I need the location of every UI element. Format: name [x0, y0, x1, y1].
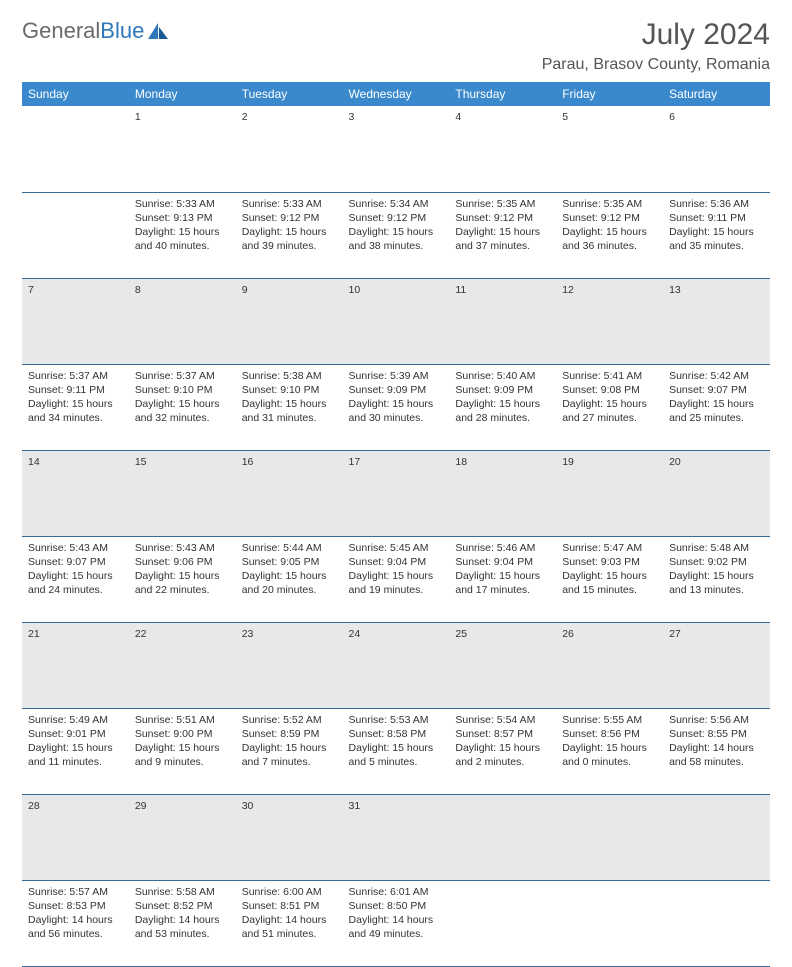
month-title: July 2024 [542, 18, 770, 52]
day-content-cell: Sunrise: 5:35 AM Sunset: 9:12 PM Dayligh… [449, 192, 556, 278]
logo-text-general: General [22, 18, 100, 44]
calendar-table: Sunday Monday Tuesday Wednesday Thursday… [22, 82, 770, 967]
day-number-cell [663, 794, 770, 880]
day-number-cell: 27 [663, 622, 770, 708]
day-content-cell: Sunrise: 5:48 AM Sunset: 9:02 PM Dayligh… [663, 536, 770, 622]
day-number-row: 14151617181920 [22, 450, 770, 536]
day-number-row: 21222324252627 [22, 622, 770, 708]
day-content-cell: Sunrise: 6:01 AM Sunset: 8:50 PM Dayligh… [343, 880, 450, 966]
day-number-cell [556, 794, 663, 880]
day-number-cell: 30 [236, 794, 343, 880]
logo-text-blue: Blue [100, 18, 144, 44]
day-number-cell: 28 [22, 794, 129, 880]
day-content-cell: Sunrise: 5:57 AM Sunset: 8:53 PM Dayligh… [22, 880, 129, 966]
day-number-cell: 12 [556, 278, 663, 364]
day-number-row: 123456 [22, 106, 770, 192]
day-number-cell: 23 [236, 622, 343, 708]
logo-sail-icon [146, 21, 170, 41]
day-number-cell: 19 [556, 450, 663, 536]
day-content-cell: Sunrise: 5:43 AM Sunset: 9:07 PM Dayligh… [22, 536, 129, 622]
day-content-row: Sunrise: 5:37 AM Sunset: 9:11 PM Dayligh… [22, 364, 770, 450]
day-content-cell: Sunrise: 5:35 AM Sunset: 9:12 PM Dayligh… [556, 192, 663, 278]
day-content-cell [449, 880, 556, 966]
day-number-cell: 18 [449, 450, 556, 536]
weekday-header-row: Sunday Monday Tuesday Wednesday Thursday… [22, 82, 770, 106]
day-content-cell [22, 192, 129, 278]
weekday-header: Saturday [663, 82, 770, 106]
day-content-cell: Sunrise: 5:33 AM Sunset: 9:12 PM Dayligh… [236, 192, 343, 278]
day-number-cell: 15 [129, 450, 236, 536]
weekday-header: Sunday [22, 82, 129, 106]
day-content-row: Sunrise: 5:33 AM Sunset: 9:13 PM Dayligh… [22, 192, 770, 278]
day-number-cell: 11 [449, 278, 556, 364]
day-content-cell: Sunrise: 5:56 AM Sunset: 8:55 PM Dayligh… [663, 708, 770, 794]
day-number-cell: 4 [449, 106, 556, 192]
day-number-cell: 9 [236, 278, 343, 364]
day-number-cell: 8 [129, 278, 236, 364]
day-number-cell: 13 [663, 278, 770, 364]
day-content-cell: Sunrise: 5:33 AM Sunset: 9:13 PM Dayligh… [129, 192, 236, 278]
day-number-cell [449, 794, 556, 880]
day-number-cell: 26 [556, 622, 663, 708]
day-number-cell: 20 [663, 450, 770, 536]
day-number-cell: 5 [556, 106, 663, 192]
day-number-cell: 22 [129, 622, 236, 708]
day-number-cell: 1 [129, 106, 236, 192]
day-content-row: Sunrise: 5:49 AM Sunset: 9:01 PM Dayligh… [22, 708, 770, 794]
day-number-cell: 29 [129, 794, 236, 880]
day-content-cell: Sunrise: 5:39 AM Sunset: 9:09 PM Dayligh… [343, 364, 450, 450]
day-number-cell [22, 106, 129, 192]
day-number-cell: 25 [449, 622, 556, 708]
day-number-cell: 31 [343, 794, 450, 880]
day-content-cell: Sunrise: 6:00 AM Sunset: 8:51 PM Dayligh… [236, 880, 343, 966]
logo: GeneralBlue [22, 18, 170, 44]
day-content-cell: Sunrise: 5:55 AM Sunset: 8:56 PM Dayligh… [556, 708, 663, 794]
day-number-cell: 6 [663, 106, 770, 192]
day-content-cell: Sunrise: 5:58 AM Sunset: 8:52 PM Dayligh… [129, 880, 236, 966]
day-content-cell: Sunrise: 5:38 AM Sunset: 9:10 PM Dayligh… [236, 364, 343, 450]
day-content-cell: Sunrise: 5:47 AM Sunset: 9:03 PM Dayligh… [556, 536, 663, 622]
title-block: July 2024 Parau, Brasov County, Romania [542, 18, 770, 74]
day-number-cell: 17 [343, 450, 450, 536]
day-number-row: 78910111213 [22, 278, 770, 364]
day-content-cell: Sunrise: 5:46 AM Sunset: 9:04 PM Dayligh… [449, 536, 556, 622]
day-number-cell: 3 [343, 106, 450, 192]
day-content-cell: Sunrise: 5:44 AM Sunset: 9:05 PM Dayligh… [236, 536, 343, 622]
day-content-cell: Sunrise: 5:54 AM Sunset: 8:57 PM Dayligh… [449, 708, 556, 794]
day-number-cell: 10 [343, 278, 450, 364]
day-content-cell: Sunrise: 5:51 AM Sunset: 9:00 PM Dayligh… [129, 708, 236, 794]
day-number-cell: 14 [22, 450, 129, 536]
weekday-header: Wednesday [343, 82, 450, 106]
day-content-row: Sunrise: 5:43 AM Sunset: 9:07 PM Dayligh… [22, 536, 770, 622]
day-content-cell: Sunrise: 5:45 AM Sunset: 9:04 PM Dayligh… [343, 536, 450, 622]
day-number-row: 28293031 [22, 794, 770, 880]
weekday-header: Monday [129, 82, 236, 106]
day-content-cell [663, 880, 770, 966]
day-content-row: Sunrise: 5:57 AM Sunset: 8:53 PM Dayligh… [22, 880, 770, 966]
day-content-cell: Sunrise: 5:52 AM Sunset: 8:59 PM Dayligh… [236, 708, 343, 794]
day-content-cell: Sunrise: 5:40 AM Sunset: 9:09 PM Dayligh… [449, 364, 556, 450]
day-number-cell: 2 [236, 106, 343, 192]
day-number-cell: 21 [22, 622, 129, 708]
day-content-cell [556, 880, 663, 966]
day-content-cell: Sunrise: 5:37 AM Sunset: 9:10 PM Dayligh… [129, 364, 236, 450]
day-number-cell: 24 [343, 622, 450, 708]
day-content-cell: Sunrise: 5:53 AM Sunset: 8:58 PM Dayligh… [343, 708, 450, 794]
day-content-cell: Sunrise: 5:36 AM Sunset: 9:11 PM Dayligh… [663, 192, 770, 278]
location-text: Parau, Brasov County, Romania [542, 56, 770, 74]
weekday-header: Friday [556, 82, 663, 106]
day-content-cell: Sunrise: 5:34 AM Sunset: 9:12 PM Dayligh… [343, 192, 450, 278]
day-content-cell: Sunrise: 5:41 AM Sunset: 9:08 PM Dayligh… [556, 364, 663, 450]
day-content-cell: Sunrise: 5:42 AM Sunset: 9:07 PM Dayligh… [663, 364, 770, 450]
day-number-cell: 16 [236, 450, 343, 536]
day-content-cell: Sunrise: 5:49 AM Sunset: 9:01 PM Dayligh… [22, 708, 129, 794]
page-header: GeneralBlue July 2024 Parau, Brasov Coun… [22, 18, 770, 74]
day-content-cell: Sunrise: 5:43 AM Sunset: 9:06 PM Dayligh… [129, 536, 236, 622]
day-content-cell: Sunrise: 5:37 AM Sunset: 9:11 PM Dayligh… [22, 364, 129, 450]
day-number-cell: 7 [22, 278, 129, 364]
weekday-header: Thursday [449, 82, 556, 106]
weekday-header: Tuesday [236, 82, 343, 106]
